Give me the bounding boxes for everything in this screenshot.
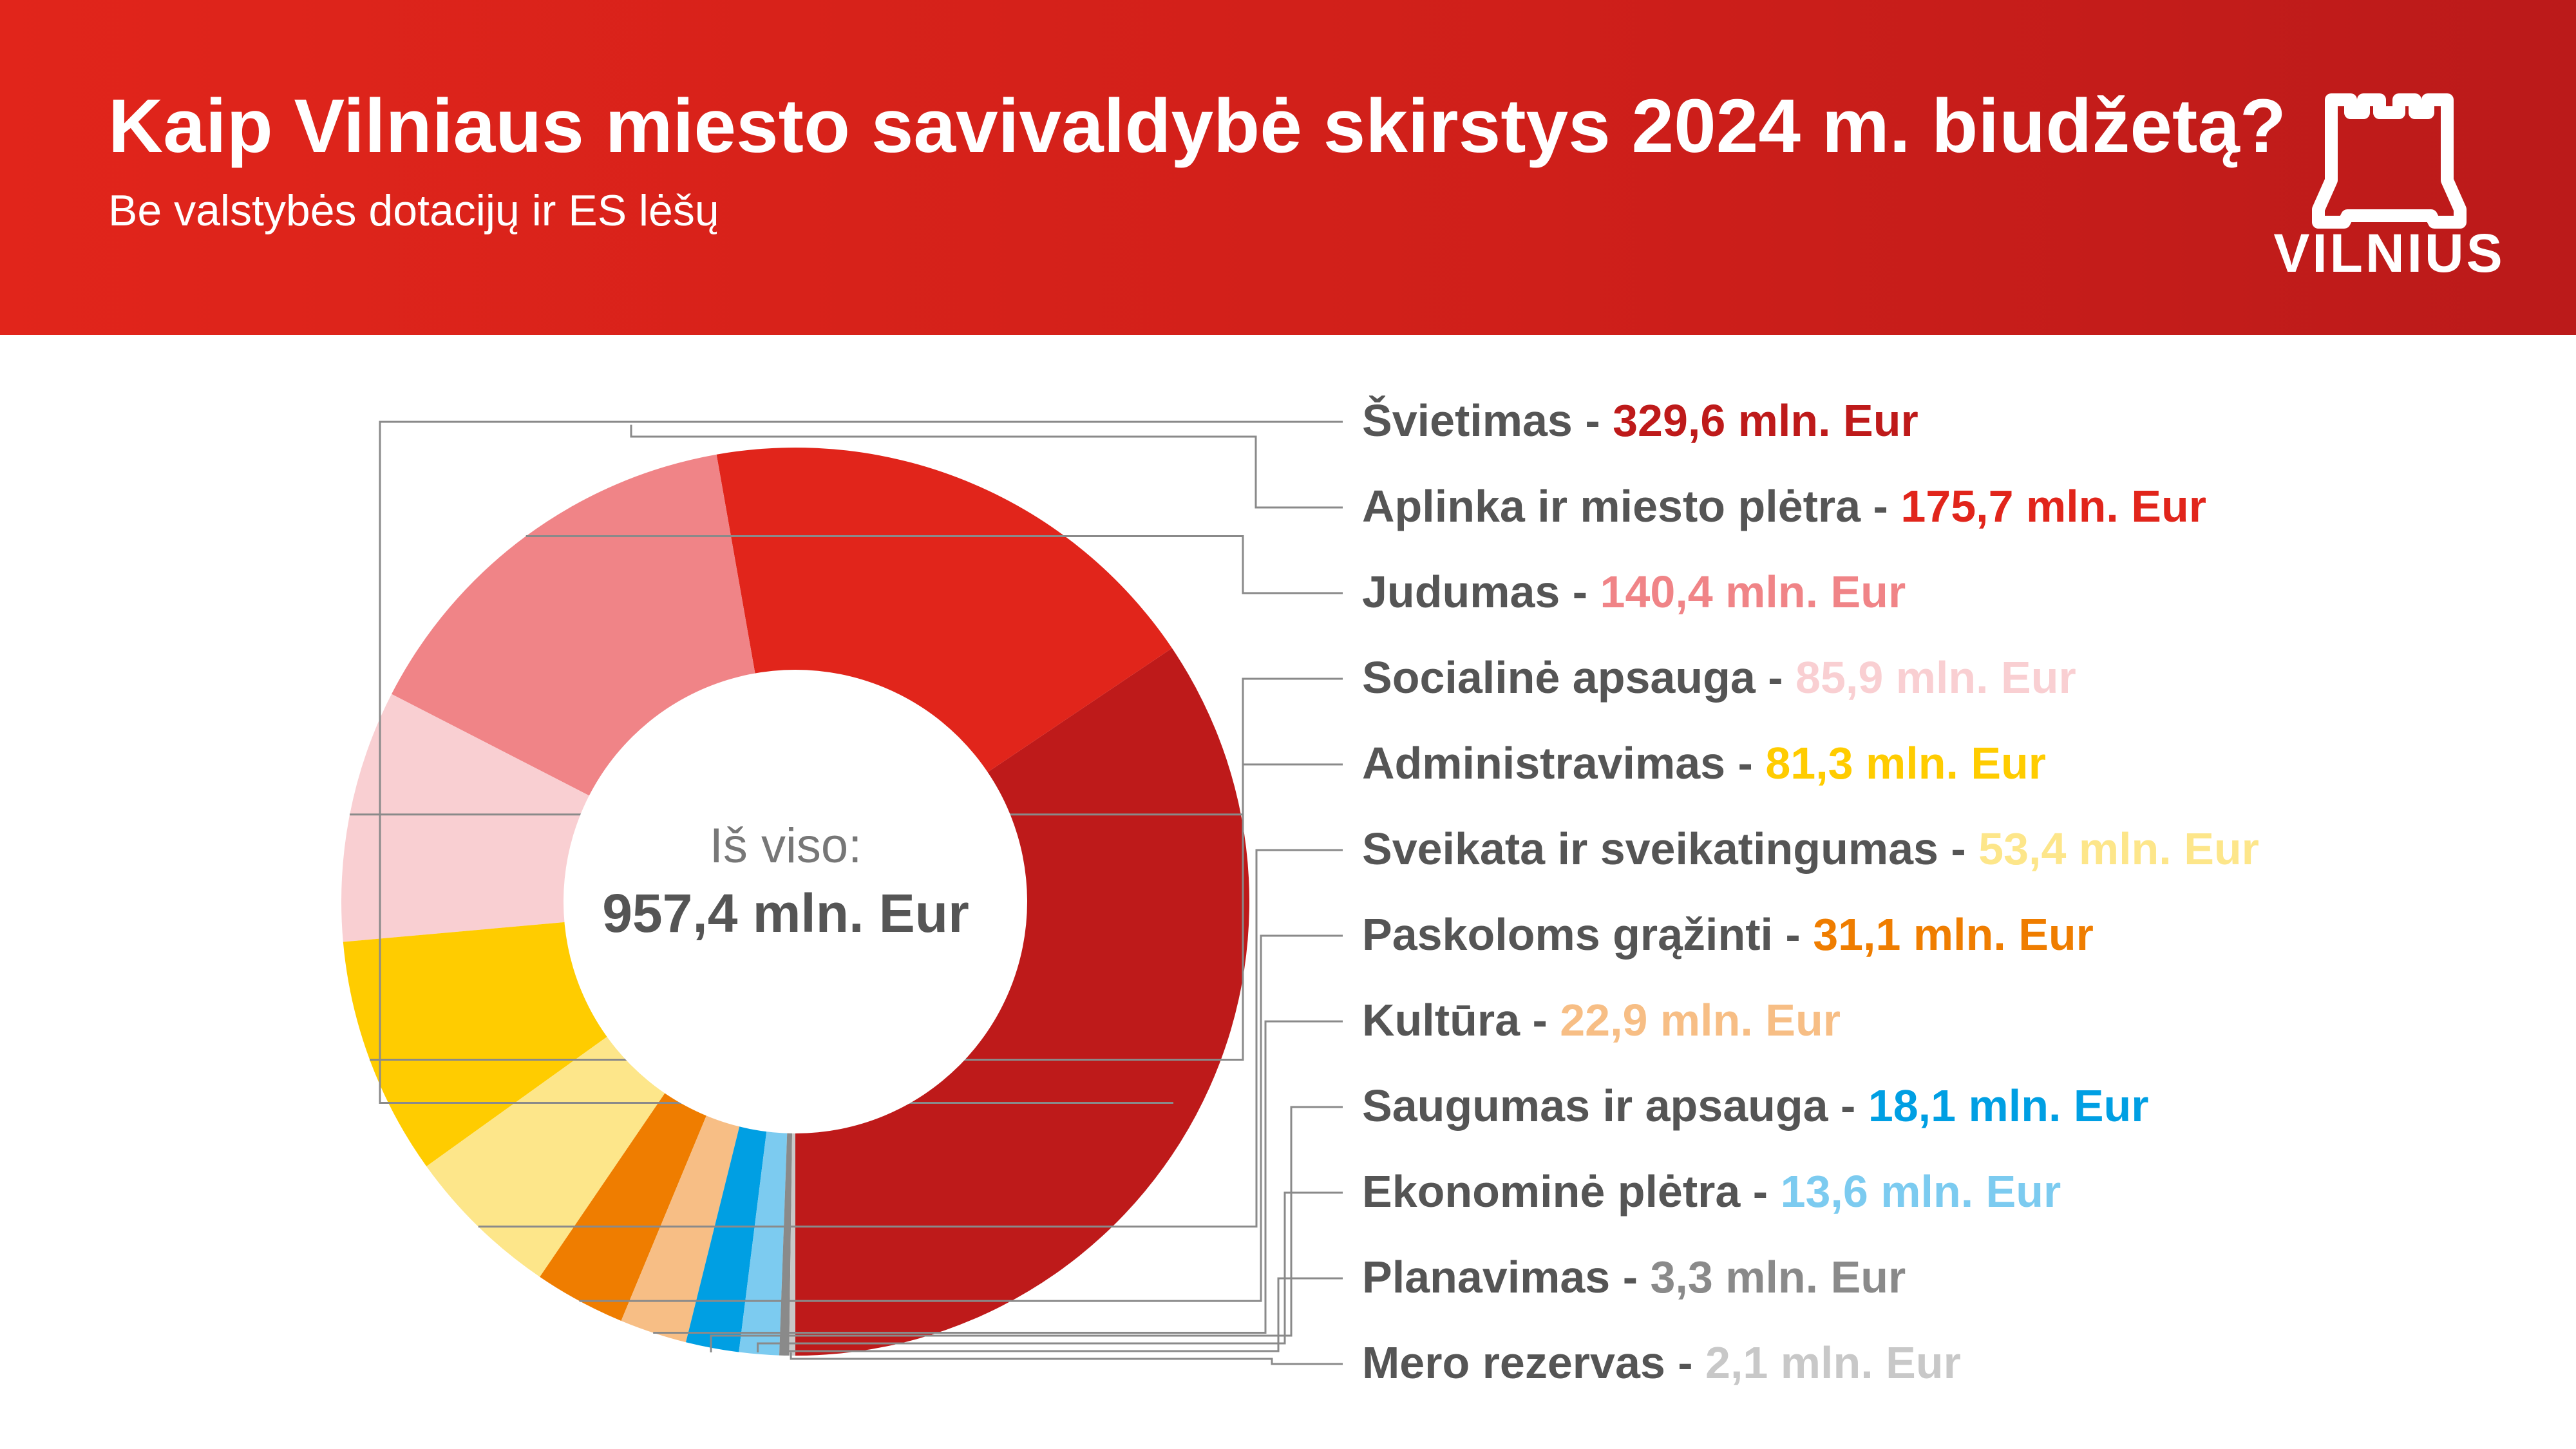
center-total-label: Iš viso: (709, 819, 862, 873)
legend-item-value: 85,9 mln. Eur (1795, 652, 2076, 703)
legend-item-name: Planavimas (1362, 1252, 1611, 1302)
legend-separator: - (1828, 1081, 1868, 1131)
legend-item-name: Administravimas (1362, 738, 1726, 788)
legend-item-value: 329,6 mln. Eur (1613, 395, 1918, 446)
slice-1 (795, 648, 1250, 1356)
leader-line-9 (710, 1106, 1343, 1352)
legend-item: Administravimas - 81,3 mln. Eur (1362, 741, 2046, 786)
donut-hole (564, 670, 1027, 1133)
legend-item-value: 175,7 mln. Eur (1900, 481, 2206, 531)
legend-item-name: Aplinka ir miesto plėtra (1362, 481, 1861, 531)
leader-line-10 (757, 1191, 1343, 1352)
legend-item-name: Saugumas ir apsauga (1362, 1081, 1828, 1131)
legend-item-value: 18,1 mln. Eur (1868, 1081, 2149, 1131)
legend-item: Švietimas - 329,6 mln. Eur (1362, 398, 1918, 443)
legend-item-name: Ekonominė plėtra (1362, 1166, 1741, 1217)
legend-item: Socialinė apsauga - 85,9 mln. Eur (1362, 655, 2076, 700)
legend-item-value: 13,6 mln. Eur (1780, 1166, 2061, 1217)
leader-line-7 (579, 934, 1343, 1302)
legend-item-name: Sveikata ir sveikatingumas (1362, 824, 1938, 874)
legend-separator: - (1520, 995, 1560, 1045)
legend-item-value: 31,1 mln. Eur (1813, 909, 2094, 960)
vilnius-castle-logo-icon (2312, 93, 2467, 229)
center-total-value: 957,4 mln. Eur (602, 883, 969, 943)
leader-line-6 (478, 849, 1343, 1228)
legend-item-value: 22,9 mln. Eur (1560, 995, 1841, 1045)
legend-item-name: Kultūra (1362, 995, 1520, 1045)
legend-item-value: 3,3 mln. Eur (1650, 1252, 1906, 1302)
legend-item-name: Paskoloms grąžinti (1362, 909, 1773, 960)
legend-item-name: Mero rezervas (1362, 1338, 1665, 1388)
leader-line-3 (526, 535, 1343, 594)
leader-line-12 (790, 1352, 1343, 1365)
legend-item: Paskoloms grąžinti - 31,1 mln. Eur (1362, 912, 2094, 957)
legend-item-name: Judumas (1362, 567, 1560, 617)
legend-item-value: 53,4 mln. Eur (1978, 824, 2259, 874)
legend-item: Sveikata ir sveikatingumas - 53,4 mln. E… (1362, 826, 2259, 871)
legend-item-value: 2,1 mln. Eur (1705, 1338, 1961, 1388)
legend-item-name: Socialinė apsauga (1362, 652, 1756, 703)
legend-item: Ekonominė plėtra - 13,6 mln. Eur (1362, 1169, 2061, 1214)
legend-separator: - (1755, 652, 1796, 703)
legend-separator: - (1938, 824, 1979, 874)
leader-line-8 (653, 1020, 1343, 1334)
legend-item: Judumas - 140,4 mln. Eur (1362, 569, 1906, 614)
legend-item-value: 81,3 mln. Eur (1765, 738, 2047, 788)
legend-separator: - (1572, 395, 1613, 446)
logo-text: VILNIUS (2273, 223, 2505, 283)
legend-separator: - (1560, 567, 1600, 617)
legend-item-value: 140,4 mln. Eur (1600, 567, 1906, 617)
legend-item: Kultūra - 22,9 mln. Eur (1362, 998, 1841, 1043)
chart-title: Kaip Vilniaus miesto savivaldybė skirsty… (108, 84, 2286, 169)
leader-line-2 (630, 424, 1343, 509)
legend-item: Planavimas - 3,3 mln. Eur (1362, 1255, 1906, 1300)
leader-line-11 (782, 1277, 1343, 1352)
legend-separator: - (1772, 909, 1814, 960)
legend-separator: - (1740, 1166, 1781, 1217)
chart-subtitle: Be valstybės dotacijų ir ES lėšų (108, 186, 719, 235)
legend-separator: - (1665, 1338, 1706, 1388)
header-banner (0, 0, 2576, 335)
legend-item-name: Švietimas (1362, 395, 1573, 446)
legend-item: Aplinka ir miesto plėtra - 175,7 mln. Eu… (1362, 484, 2206, 529)
legend-separator: - (1610, 1252, 1651, 1302)
legend-separator: - (1725, 738, 1766, 788)
legend-item: Mero rezervas - 2,1 mln. Eur (1362, 1340, 1961, 1385)
legend-separator: - (1861, 481, 1901, 531)
legend-item: Saugumas ir apsauga - 18,1 mln. Eur (1362, 1083, 2149, 1128)
